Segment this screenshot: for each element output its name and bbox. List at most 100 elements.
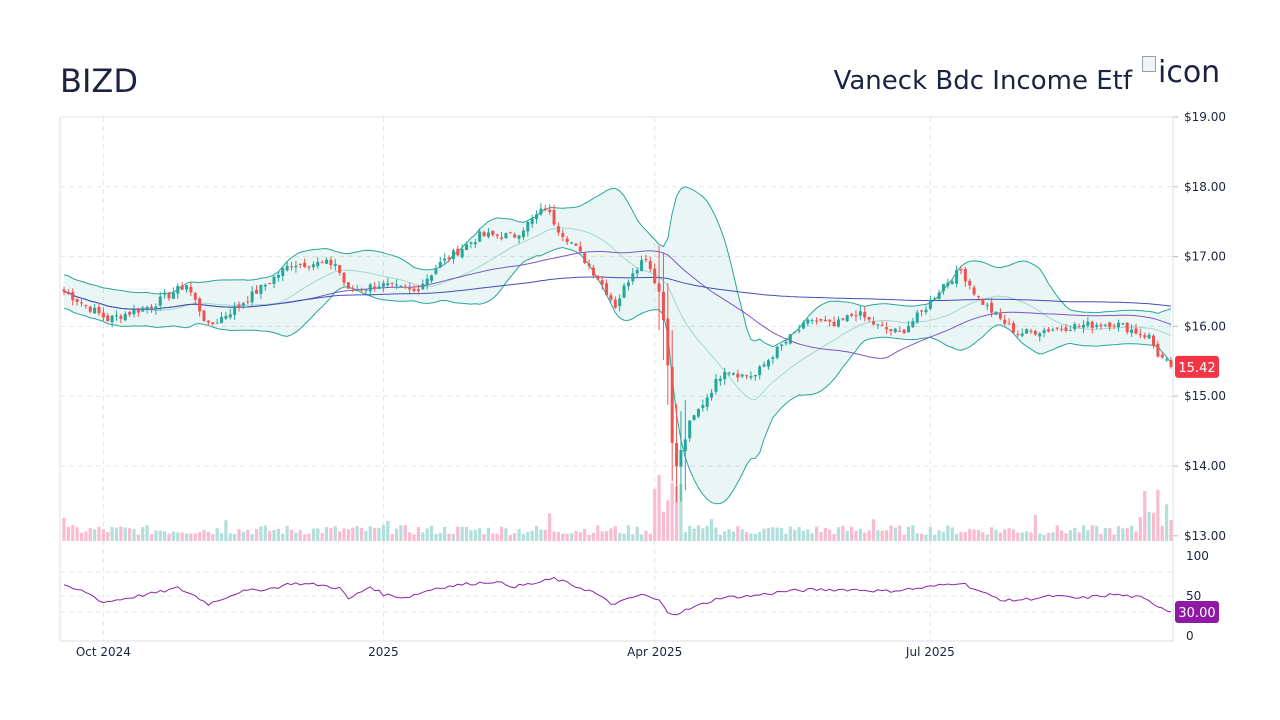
volume-bar: [552, 531, 556, 541]
candle-body: [736, 373, 740, 378]
candle-body: [276, 274, 280, 278]
candle-body: [788, 334, 792, 344]
candle-body: [596, 275, 600, 280]
candle-body: [937, 292, 941, 299]
volume-bar: [1116, 526, 1121, 541]
volume-bar: [644, 530, 648, 541]
candle-body: [517, 235, 521, 239]
candle-body: [968, 280, 972, 286]
candle-body: [298, 263, 302, 265]
candlesticks: [62, 203, 1173, 503]
volume-bar: [1073, 527, 1077, 541]
candle-body: [185, 285, 189, 290]
volume-bar: [985, 534, 989, 541]
candle-body: [338, 265, 342, 273]
candle-body: [1064, 327, 1068, 331]
volume-bar: [342, 528, 346, 541]
volume-bar: [403, 525, 407, 541]
candle-body: [928, 299, 932, 309]
volume-bar: [513, 532, 517, 541]
volume-bar: [898, 525, 902, 541]
volume-bar: [578, 532, 582, 541]
candle-body: [93, 307, 97, 314]
candle-body: [819, 319, 823, 321]
volume-bar: [285, 525, 289, 541]
volume-bar: [924, 534, 928, 541]
volume-bar: [688, 525, 692, 541]
volume-bar: [793, 529, 797, 541]
fund-logo: icon: [1142, 56, 1222, 96]
candle-body: [399, 285, 403, 287]
candle-body: [1103, 324, 1107, 326]
candle-body: [771, 357, 775, 360]
candle-body: [885, 327, 889, 330]
price-tick-label: $15.00: [1184, 389, 1226, 403]
candle-body: [850, 314, 854, 316]
volume-bar: [981, 532, 985, 541]
candle-body: [696, 408, 700, 417]
volume-bar: [62, 517, 66, 541]
volume-bar: [254, 528, 259, 541]
candle-body: [535, 214, 539, 220]
volume-bar: [233, 534, 237, 541]
volume-bar: [806, 529, 810, 541]
last-price-label: 15.42: [1178, 361, 1215, 376]
candle-body: [355, 290, 359, 292]
volume-bar: [202, 530, 206, 541]
candle-body: [806, 319, 810, 324]
volume-bar: [832, 534, 836, 541]
candle-body: [775, 346, 779, 358]
volume-bar: [1020, 532, 1024, 541]
candle-body: [950, 281, 954, 285]
candle-body: [640, 260, 644, 272]
volume-bar: [443, 527, 447, 541]
volume-bar: [657, 474, 661, 541]
volume-bar: [495, 533, 499, 541]
volume-bar: [311, 528, 316, 541]
volume-bar: [727, 529, 731, 541]
volume-bar: [946, 525, 950, 541]
volume-bar: [784, 533, 788, 541]
candle-body: [180, 285, 184, 290]
volume-bar: [1169, 520, 1173, 541]
volume-bar: [486, 527, 491, 541]
candle-body: [473, 242, 477, 245]
candle-body: [228, 314, 232, 318]
candle-body: [714, 379, 718, 392]
volume-bar: [145, 525, 149, 541]
candle-body: [263, 284, 267, 287]
volume-bar: [740, 529, 744, 541]
volume-bar: [425, 528, 429, 541]
candle-body: [438, 262, 442, 268]
volume-bar: [972, 529, 976, 541]
volume-bar: [858, 528, 862, 541]
price-tick-label: $16.00: [1184, 319, 1226, 333]
candle-body: [233, 306, 237, 315]
candle-body: [915, 312, 919, 323]
candle-body: [683, 439, 687, 452]
candle-body: [1169, 360, 1173, 367]
volume-bar: [1033, 514, 1037, 541]
candle-body: [955, 270, 959, 284]
price-axis: $19.00 $18.00 $17.00 $16.00 $15.00 $14.00 $13.…: [1173, 110, 1226, 543]
volume-bar: [1165, 504, 1169, 541]
volume-bar: [906, 526, 911, 541]
volume-bar: [316, 528, 320, 541]
candle-body: [434, 269, 438, 274]
candle-body: [565, 238, 569, 242]
candle-body: [246, 301, 250, 303]
candle-body: [215, 322, 219, 324]
last-rsi-badge-bg: [1175, 601, 1219, 623]
last-price-badge-bg: [1175, 355, 1219, 378]
volume-bar: [596, 525, 600, 541]
volume-bar: [1151, 512, 1156, 541]
candle-body: [1068, 330, 1072, 332]
candle-body: [836, 319, 840, 327]
candle-body: [465, 244, 469, 251]
volume-bar: [871, 519, 876, 541]
candle-body: [351, 289, 355, 291]
candle-body: [412, 288, 416, 292]
candle-body: [364, 289, 368, 291]
volume-bar: [609, 528, 613, 541]
